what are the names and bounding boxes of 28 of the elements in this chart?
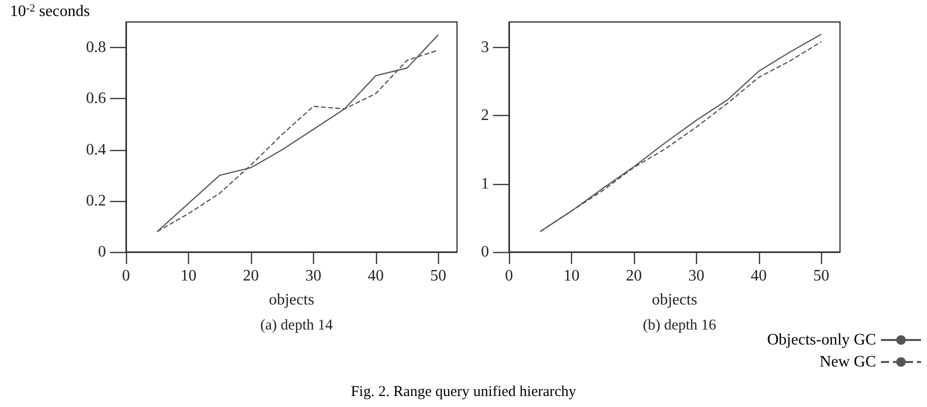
caption: Fig. 2. Range query unified hierarchy	[350, 384, 578, 401]
y-tick-label: 1	[481, 175, 489, 192]
text: (a) depth 14	[260, 318, 334, 334]
x-tick-label: 10	[180, 268, 196, 284]
x-tick-label: 10	[563, 268, 580, 284]
x-tick-label: 0	[505, 268, 513, 284]
x-tick-label: 40	[750, 268, 767, 284]
legend-label: Objects-only GC	[767, 332, 876, 348]
x-tick-label: 0	[122, 268, 130, 284]
x-tick-label: 50	[430, 268, 446, 284]
x-tick-label: 30	[688, 268, 704, 284]
x-tick-label: 40	[368, 268, 384, 284]
y-tick-label: 0.6	[86, 90, 106, 108]
x-axis-title: objects	[652, 292, 698, 308]
y-tick-label: 0	[98, 244, 106, 260]
y-tick-label: 0	[481, 244, 489, 260]
x-axis-title: objects	[268, 292, 314, 308]
y-tick-label: 0.4	[86, 141, 106, 158]
x-tick-label: 50	[813, 268, 830, 284]
x-tick-label: 20	[242, 268, 259, 284]
x-tick-label: 30	[305, 268, 322, 284]
x-tick-label: 20	[626, 268, 642, 284]
text: (b) depth 16	[642, 318, 717, 334]
y-tick-label: 2	[481, 107, 489, 124]
y-tick-label: 3	[481, 38, 489, 56]
y-tick-label: 0.8	[86, 39, 106, 56]
legend-label: New GC	[820, 354, 876, 370]
y-tick-label: 0.2	[86, 192, 106, 210]
